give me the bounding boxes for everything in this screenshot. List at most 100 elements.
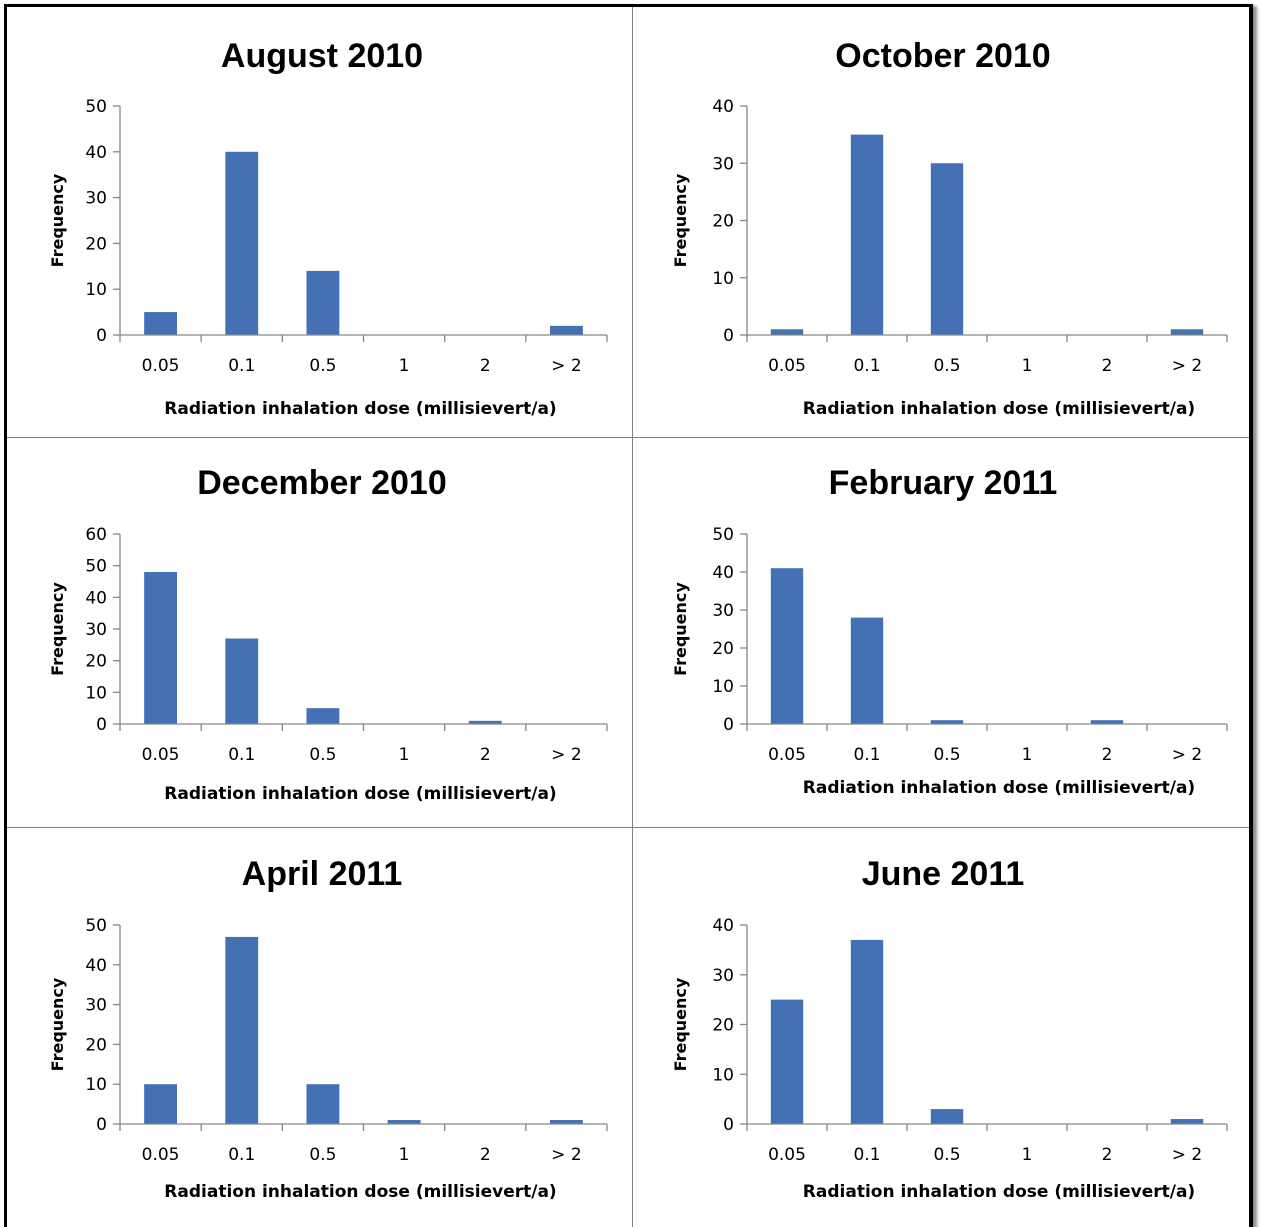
x-tick-label: 1 [1022, 1145, 1033, 1165]
x-tick-label: 2 [1102, 745, 1113, 765]
bar-6 [549, 1120, 583, 1124]
x-axis-label: Radiation inhalation dose (millisievert/… [164, 784, 556, 804]
x-tick-label: 0.05 [768, 1145, 806, 1165]
y-tick-label: 50 [85, 557, 107, 577]
x-tick-label: > 2 [1172, 1145, 1202, 1165]
bar-1 [770, 329, 804, 335]
y-tick-label: 40 [712, 97, 734, 117]
y-tick-label: 0 [96, 715, 107, 735]
horizontal-divider-top [7, 437, 1249, 438]
y-axis-label: Frequency [671, 173, 690, 267]
chart-panel-5: April 2011 0 10 20 30 40 50 0.05 0.1 0.5 1 2 > 2 Radi… [48, 855, 608, 1202]
x-axis-label: Radiation inhalation dose (millisievert/… [803, 1182, 1195, 1202]
chart-title: December 2010 [197, 464, 447, 502]
y-tick-label: 30 [712, 601, 734, 621]
y-tick-label: 0 [723, 715, 734, 735]
bar-1 [770, 568, 804, 724]
x-tick-label: 0.05 [142, 1145, 180, 1165]
y-tick-label: 20 [712, 639, 734, 659]
x-tick-label: 0.1 [228, 1145, 255, 1165]
bar-2 [225, 151, 259, 335]
bar-1 [144, 1084, 178, 1124]
y-tick-label: 20 [712, 1016, 734, 1036]
x-axis-label: Radiation inhalation dose (millisievert/… [164, 399, 556, 419]
x-tick-label: 0.5 [309, 1145, 336, 1165]
x-tick-label: 2 [480, 356, 491, 376]
bar-3 [306, 1084, 340, 1124]
y-tick-label: 0 [96, 326, 107, 346]
y-tick-label: 0 [723, 326, 734, 346]
x-tick-label: 0.1 [228, 745, 255, 765]
y-tick-label: 30 [85, 620, 107, 640]
x-axis-label: Radiation inhalation dose (millisievert/… [803, 399, 1195, 419]
chart-panel-2: October 2010 0 10 20 30 40 0.05 0.1 0.5 1 2 > 2 Radi… [671, 37, 1228, 419]
bar-2 [850, 134, 884, 335]
y-tick-label: 20 [85, 1035, 107, 1055]
y-axis-label: Frequency [671, 977, 690, 1071]
y-tick-label: 0 [96, 1115, 107, 1135]
x-tick-label: 1 [399, 1145, 410, 1165]
y-tick-label: 20 [712, 212, 734, 232]
y-tick-label: 50 [85, 916, 107, 936]
y-tick-label: 10 [712, 677, 734, 697]
x-tick-label: 0.05 [768, 745, 806, 765]
y-tick-label: 50 [712, 525, 734, 545]
bar-3 [930, 163, 964, 335]
y-tick-label: 30 [712, 154, 734, 174]
y-tick-label: 0 [723, 1115, 734, 1135]
bar-2 [850, 617, 884, 724]
bar-2 [225, 638, 259, 724]
y-tick-label: 10 [85, 280, 107, 300]
x-tick-label: 0.5 [933, 745, 960, 765]
bar-6 [1170, 329, 1204, 335]
chart-title: June 2011 [862, 855, 1025, 893]
chart-title: February 2011 [829, 464, 1058, 502]
x-tick-label: > 2 [551, 745, 581, 765]
y-axis-label: Frequency [48, 582, 67, 676]
y-tick-label: 40 [85, 588, 107, 608]
x-tick-label: > 2 [1172, 356, 1202, 376]
y-tick-label: 30 [712, 966, 734, 986]
y-tick-label: 10 [85, 1075, 107, 1095]
y-tick-label: 30 [85, 996, 107, 1016]
x-tick-label: 1 [1022, 745, 1033, 765]
x-tick-label: 0.05 [142, 356, 180, 376]
y-tick-label: 40 [85, 143, 107, 163]
bar-3 [306, 270, 340, 335]
x-tick-label: 0.05 [142, 745, 180, 765]
x-tick-label: 2 [1102, 356, 1113, 376]
x-tick-label: 0.1 [853, 745, 880, 765]
y-tick-label: 30 [85, 189, 107, 209]
x-tick-label: 0.5 [309, 356, 336, 376]
x-tick-label: 0.5 [309, 745, 336, 765]
x-tick-label: 2 [480, 1145, 491, 1165]
y-tick-label: 10 [712, 1065, 734, 1085]
x-tick-label: > 2 [551, 1145, 581, 1165]
y-tick-label: 50 [85, 97, 107, 117]
y-tick-label: 20 [85, 234, 107, 254]
y-axis-label: Frequency [671, 582, 690, 676]
x-tick-label: 0.1 [853, 1145, 880, 1165]
x-tick-label: 1 [399, 356, 410, 376]
x-tick-label: 2 [480, 745, 491, 765]
y-tick-label: 20 [85, 652, 107, 672]
chart-panel-6: June 2011 0 10 20 30 40 0.05 0.1 0.5 1 2 > 2 Radiati… [671, 855, 1228, 1202]
x-tick-label: > 2 [551, 356, 581, 376]
x-tick-label: 0.05 [768, 356, 806, 376]
x-axis-label: Radiation inhalation dose (millisievert/… [164, 1182, 556, 1202]
y-axis-label: Frequency [48, 977, 67, 1071]
chart-panel-4: February 2011 0 10 20 30 40 50 0.05 0.1 0.5 1 2 > 2 R… [671, 464, 1228, 798]
y-tick-label: 60 [85, 525, 107, 545]
bar-1 [770, 999, 804, 1124]
y-axis-label: Frequency [48, 173, 67, 267]
chart-title: August 2010 [221, 37, 423, 75]
horizontal-divider-bottom [7, 827, 1249, 828]
x-tick-label: 0.5 [933, 356, 960, 376]
bar-3 [930, 720, 964, 724]
bar-1 [144, 312, 178, 335]
vertical-divider [632, 7, 633, 1227]
y-tick-label: 40 [712, 916, 734, 936]
y-tick-label: 40 [85, 956, 107, 976]
x-tick-label: 0.5 [933, 1145, 960, 1165]
